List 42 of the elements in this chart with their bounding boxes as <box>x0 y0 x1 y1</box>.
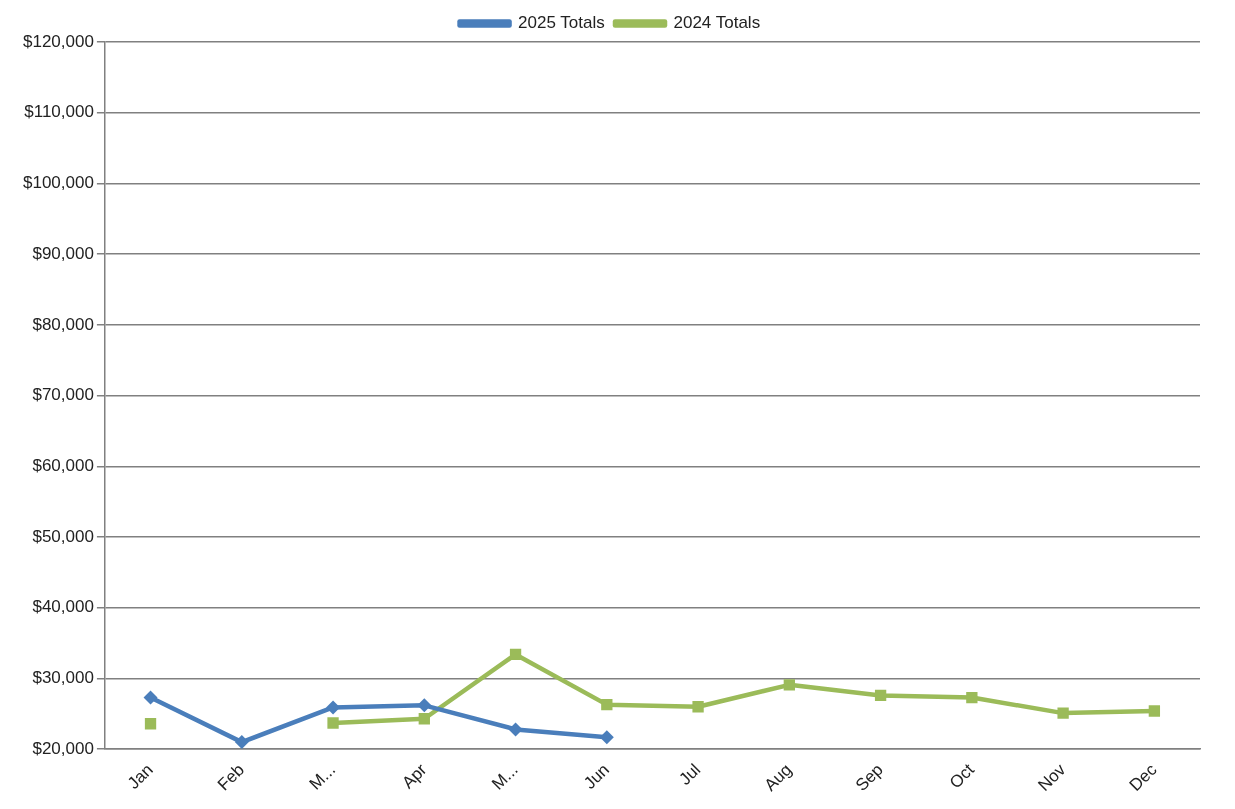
x-tick-label: Jul <box>675 760 705 789</box>
y-tick-label: $120,000 <box>23 31 94 51</box>
legend-label: 2025 Totals <box>518 13 605 33</box>
point <box>417 698 432 713</box>
point <box>874 689 887 702</box>
y-tick-label: $60,000 <box>32 456 94 475</box>
y-tick-label: $40,000 <box>32 597 94 617</box>
point <box>1148 705 1161 717</box>
x-tick-label: M... <box>488 760 522 794</box>
point <box>783 679 795 691</box>
point <box>144 718 157 730</box>
point <box>327 717 339 729</box>
point <box>418 713 430 725</box>
y-tick-label: $20,000 <box>32 738 94 758</box>
point <box>508 722 523 737</box>
x-tick-label: Aug <box>760 760 796 795</box>
x-tick-label: Oct <box>945 759 979 793</box>
y-tick-label: $50,000 <box>32 526 94 546</box>
y-tick-label: $90,000 <box>32 243 94 263</box>
x-tick-label: Feb <box>213 760 248 795</box>
point <box>692 701 704 713</box>
point <box>326 700 341 715</box>
point <box>966 691 978 704</box>
y-tick-label: $70,000 <box>32 385 94 405</box>
x-tick-label: Dec <box>1125 759 1161 795</box>
point <box>509 648 522 661</box>
point <box>601 698 613 711</box>
x-tick-label: Nov <box>1034 759 1070 795</box>
x-tick-label: Sep <box>851 760 887 795</box>
y-tick-label: $110,000 <box>24 102 94 122</box>
y-tick-label: $80,000 <box>32 314 94 334</box>
x-tick-label: Jun <box>580 760 613 793</box>
point <box>599 730 614 745</box>
x-tick-label: Apr <box>398 759 431 793</box>
y-tick-label: $100,000 <box>23 173 94 193</box>
point <box>143 690 158 705</box>
legend-label: 2024 Totals <box>673 13 761 33</box>
x-tick-label: Jan <box>123 760 157 793</box>
x-tick-label: M... <box>305 760 340 794</box>
y-tick-label: $30,000 <box>32 668 94 688</box>
point <box>1057 707 1069 719</box>
point <box>234 735 249 750</box>
